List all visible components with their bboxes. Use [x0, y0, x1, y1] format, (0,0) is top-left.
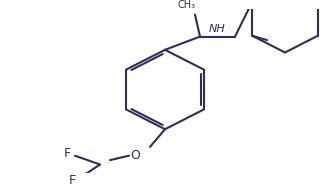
Text: O: O	[130, 149, 140, 162]
Text: F: F	[63, 147, 71, 160]
Text: F: F	[69, 174, 76, 186]
Text: NH: NH	[209, 24, 226, 34]
Text: CH₃: CH₃	[178, 0, 196, 10]
